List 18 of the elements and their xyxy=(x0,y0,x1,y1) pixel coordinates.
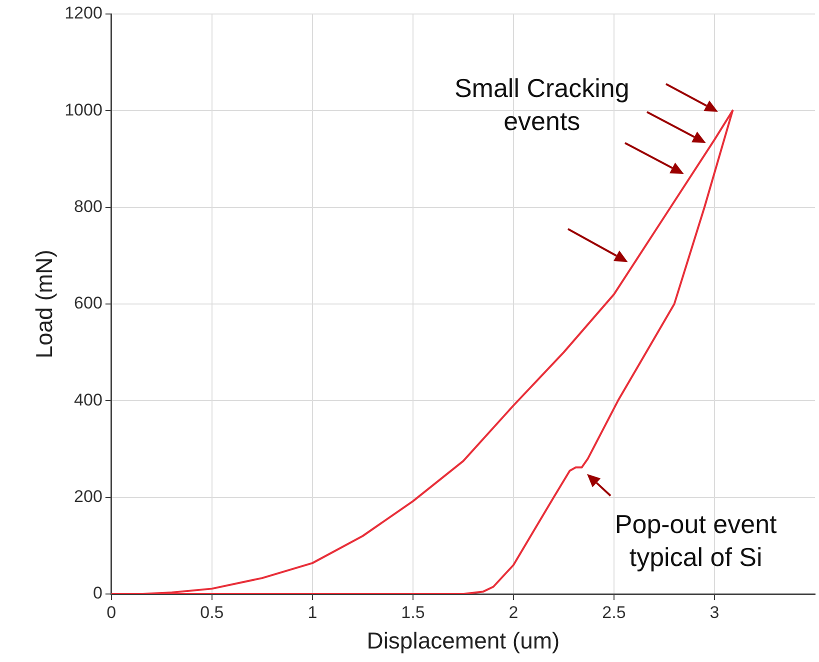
x-tick-label: 3 xyxy=(710,602,720,622)
x-tick-label: 1.5 xyxy=(401,602,425,622)
y-axis-title: Load (mN) xyxy=(31,250,58,358)
y-tick-label: 800 xyxy=(74,197,102,216)
y-tick-label: 200 xyxy=(74,487,102,506)
x-tick-label: 0.5 xyxy=(200,602,224,622)
y-tick-label: 400 xyxy=(74,390,102,410)
y-tick-label: 1200 xyxy=(64,4,102,23)
annotation: Pop-out event typical of Si xyxy=(614,508,778,574)
y-tick-label: 600 xyxy=(74,294,102,313)
x-tick-label: 2.5 xyxy=(602,602,626,622)
x-tick-label: 1 xyxy=(308,602,318,622)
x-tick-label: 2 xyxy=(508,602,518,622)
x-axis-title: Displacement (um) xyxy=(366,628,560,654)
annotation: Small Cracking events xyxy=(453,72,630,138)
y-tick-label: 1000 xyxy=(64,100,102,120)
x-tick-label: 0 xyxy=(106,602,116,622)
y-tick-label: 0 xyxy=(92,584,102,603)
